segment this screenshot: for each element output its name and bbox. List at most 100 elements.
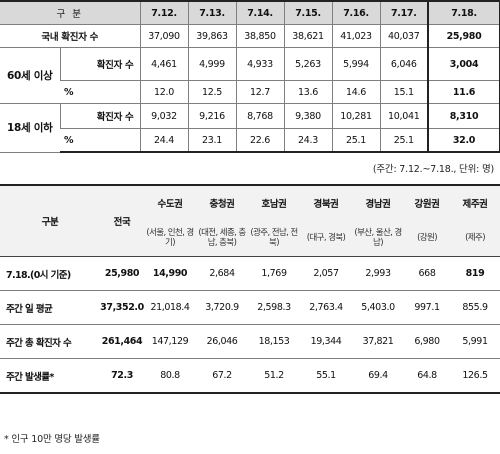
age18-count-value: 9,216 (187, 103, 236, 129)
region-value: 67.2 (196, 358, 248, 394)
region-note-row: (서울, 인천, 경기) (대전, 세종, 충남, 충북) (광주, 전남, 전… (0, 220, 500, 257)
date-header: 7.14. (235, 0, 284, 25)
domestic-value-latest: 25,980 (427, 24, 500, 48)
age60-count-value-latest: 3,004 (427, 47, 500, 81)
region-header: 충청권 (196, 184, 248, 220)
age60-pct-value: 14.6 (331, 80, 380, 104)
region-value: 14,990 (144, 256, 196, 291)
row-label: 7.18.(0시 기준) (0, 256, 100, 291)
region-value: 69.4 (352, 358, 404, 394)
region-value: 37,821 (352, 324, 404, 359)
unit-note: (주간: 7.12.~7.18., 단위: 명) (372, 164, 494, 175)
region-value: 997.1 (404, 290, 450, 325)
age60-count-value: 6,046 (379, 47, 428, 81)
age18-pct-value: 23.1 (187, 128, 236, 153)
age60-count-value: 4,933 (235, 47, 284, 81)
age18-count-value: 10,041 (379, 103, 428, 129)
region-value: 6,980 (404, 324, 450, 359)
region-note: (강원) (404, 220, 450, 257)
region-value: 2,684 (196, 256, 248, 291)
region-value: 18,153 (248, 324, 300, 359)
region-value: 5,991 (450, 324, 500, 359)
age60-pct-value-latest: 11.6 (427, 80, 500, 104)
region-value: 1,769 (248, 256, 300, 291)
region-note: (대구, 경북) (300, 220, 352, 257)
age60-count-value: 4,461 (139, 47, 188, 81)
age60-count-label: 확진자 수 (59, 47, 140, 81)
date-header: 7.16. (331, 0, 380, 25)
age60-pct-row: % 12.0 12.5 12.7 13.6 14.6 15.1 11.6 (0, 80, 500, 104)
date-header: 7.15. (283, 0, 332, 25)
domestic-value: 41,023 (331, 24, 380, 48)
nationwide-value: 37,352.0 (100, 290, 144, 325)
table-row: 주간 총 확진자 수 261,464 147,129 26,046 18,153… (0, 324, 500, 359)
region-value: 126.5 (450, 358, 500, 394)
region-value: 668 (404, 256, 450, 291)
region-header: 경북권 (300, 184, 352, 220)
region-header: 제주권 (450, 184, 500, 220)
region-value: 51.2 (248, 358, 300, 394)
row-label: 주간 총 확진자 수 (0, 324, 100, 359)
age18-count-value: 8,768 (235, 103, 284, 129)
date-header: 7.12. (139, 0, 188, 25)
age60-pct-value: 13.6 (283, 80, 332, 104)
age18-pct-row: % 24.4 23.1 22.6 24.3 25.1 25.1 32.0 (0, 128, 500, 153)
age18-section-label: 18세 이하 (0, 103, 60, 153)
age60-pct-value: 12.7 (235, 80, 284, 104)
age60-pct-value: 12.0 (139, 80, 188, 104)
age18-count-value-latest: 8,310 (427, 103, 500, 129)
age60-count-row: 60세 이상 확진자 수 4,461 4,999 4,933 5,263 5,9… (0, 47, 500, 104)
region-value: 147,129 (144, 324, 196, 359)
region-value: 2,057 (300, 256, 352, 291)
region-note: (광주, 전남, 전북) (248, 220, 300, 257)
age60-pct-value: 12.5 (187, 80, 236, 104)
nationwide-value: 25,980 (100, 256, 144, 291)
region-value: 819 (450, 256, 500, 291)
region-value: 19,344 (300, 324, 352, 359)
nationwide-value: 72.3 (100, 358, 144, 394)
row-label: 주간 발생률* (0, 358, 100, 394)
region-value: 2,993 (352, 256, 404, 291)
age18-count-value: 10,281 (331, 103, 380, 129)
date-header-latest: 7.18. (427, 0, 500, 25)
date-header: 7.13. (187, 0, 236, 25)
date-header: 7.17. (379, 0, 428, 25)
region-value: 80.8 (144, 358, 196, 394)
table-row: 7.18.(0시 기준) 25,980 14,990 2,684 1,769 2… (0, 256, 500, 291)
row-label: 주간 일 평균 (0, 290, 100, 325)
age60-pct-value: 15.1 (379, 80, 428, 104)
age18-pct-value: 24.3 (283, 128, 332, 153)
age60-pct-label: % (60, 80, 140, 104)
age-group-cases-table: 구 분 7.12. 7.13. 7.14. 7.15. 7.16. 7.17. … (0, 0, 500, 153)
region-value: 21,018.4 (144, 290, 196, 325)
region-value: 55.1 (300, 358, 352, 394)
age18-pct-value: 24.4 (139, 128, 188, 153)
header-label: 구 분 (0, 0, 140, 25)
region-note: (제주) (450, 220, 500, 257)
age60-count-value: 4,999 (187, 47, 236, 81)
region-value: 26,046 (196, 324, 248, 359)
age18-count-value: 9,032 (139, 103, 188, 129)
domestic-value: 39,863 (187, 24, 236, 48)
corner-label: 구분 (0, 184, 100, 257)
region-header: 강원권 (404, 184, 450, 220)
domestic-value: 40,037 (379, 24, 428, 48)
age18-count-value: 9,380 (283, 103, 332, 129)
nationwide-value: 261,464 (100, 324, 144, 359)
domestic-row: 국내 확진자 수 37,090 39,863 38,850 38,621 41,… (0, 24, 500, 48)
region-header: 호남권 (248, 184, 300, 220)
table-row: 주간 발생률* 72.3 80.8 67.2 51.2 55.1 69.4 64… (0, 358, 500, 394)
age60-count-value: 5,263 (283, 47, 332, 81)
nationwide-header: 전국 (100, 184, 144, 257)
region-note: (대전, 세종, 충남, 충북) (196, 220, 248, 257)
table-row: 주간 일 평균 37,352.0 21,018.4 3,720.9 2,598.… (0, 290, 500, 325)
domestic-value: 37,090 (139, 24, 188, 48)
region-header: 수도권 (144, 184, 196, 220)
age18-pct-value: 25.1 (379, 128, 428, 153)
age18-count-label: 확진자 수 (59, 103, 140, 129)
region-value: 3,720.9 (196, 290, 248, 325)
age18-pct-value: 25.1 (331, 128, 380, 153)
age18-pct-label: % (60, 128, 140, 153)
region-value: 5,403.0 (352, 290, 404, 325)
region-note: (서울, 인천, 경기) (144, 220, 196, 257)
